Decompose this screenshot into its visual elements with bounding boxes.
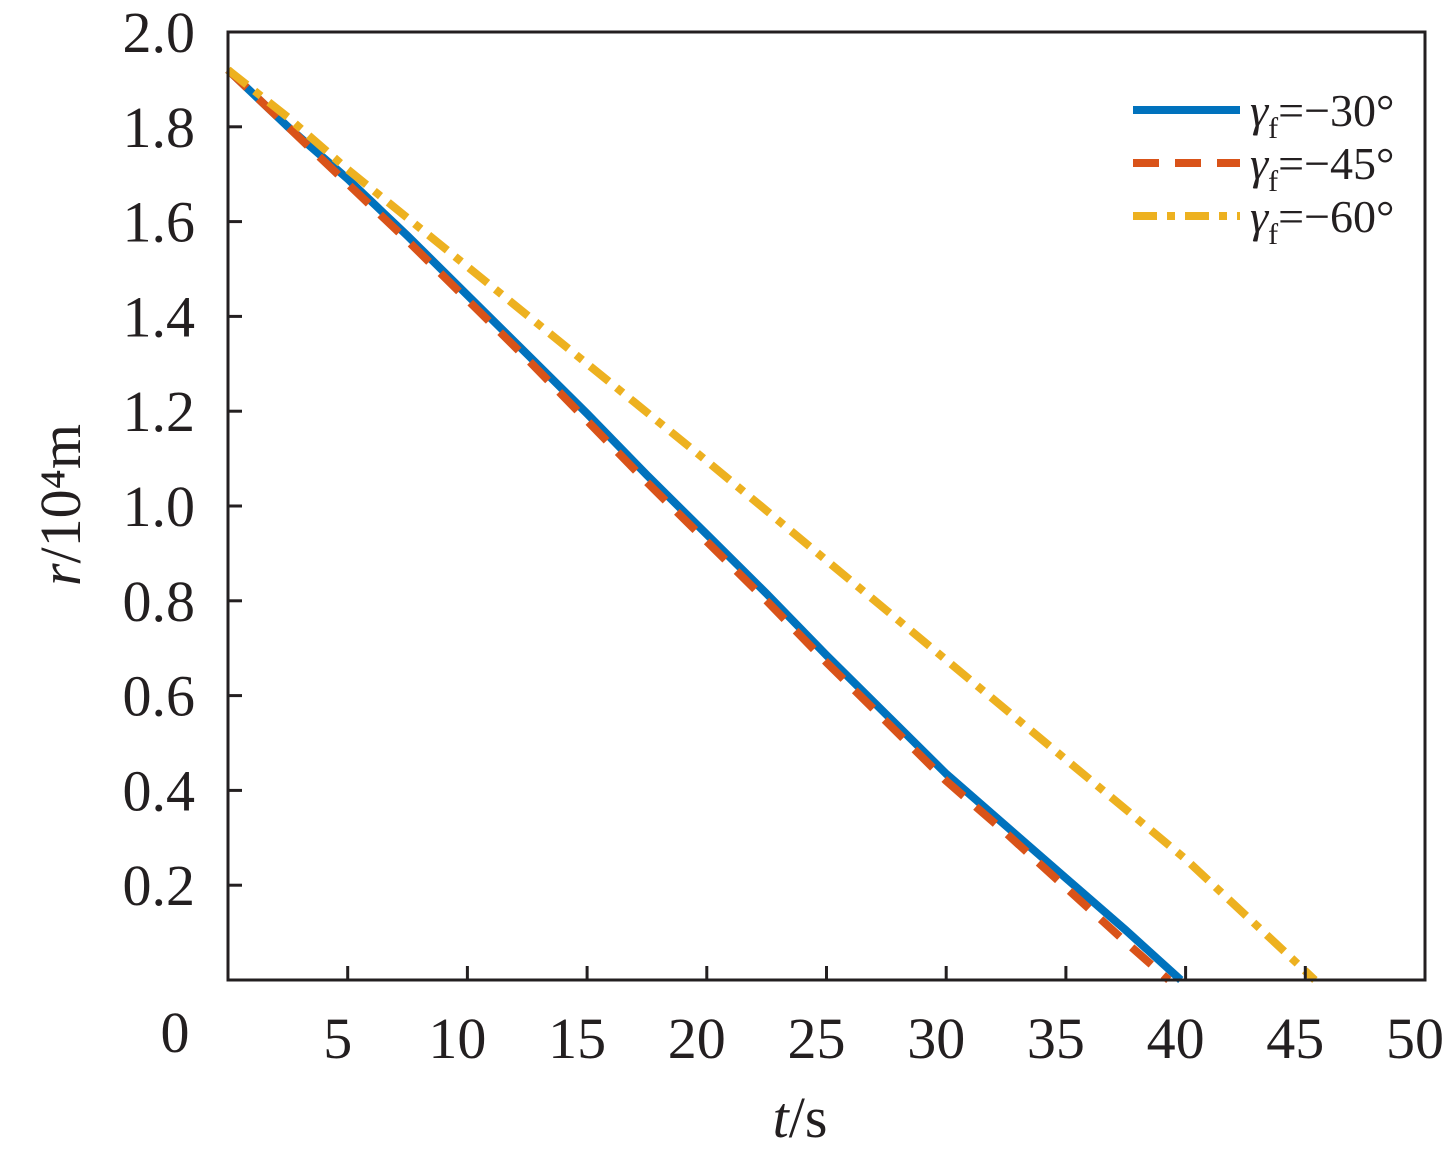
tick-labels: 5 10 15 20 25 30 35 40 45 50 0.2 0.4 0.6 0.8 1.0 1.2 1.4… [123, 0, 1445, 1071]
x-tick-label: 50 [1386, 1006, 1444, 1071]
legend-label: γf=−45° [1250, 138, 1394, 198]
origin-label: 0 [161, 1000, 190, 1065]
y-tick-label: 1.6 [123, 190, 196, 255]
y-tick-label: 1.4 [123, 284, 196, 349]
y-tick-label: 0.8 [123, 569, 196, 634]
series-line-1 [225, 66, 1184, 983]
plot-frame [226, 30, 1427, 982]
x-tick-label: 30 [907, 1006, 965, 1071]
x-tick-label: 15 [548, 1006, 606, 1071]
legend-entry: γf=−45° [1133, 138, 1394, 198]
x-tick-label: 10 [428, 1006, 486, 1071]
x-tick-label: 35 [1027, 1006, 1085, 1071]
legend-label: γf=−60° [1250, 191, 1394, 251]
axis-ticks [228, 125, 1307, 980]
x-tick-label: 45 [1266, 1006, 1324, 1071]
legend: γf=−30°γf=−45°γf=−60° [1133, 85, 1394, 251]
y-tick-label: 0.4 [123, 758, 196, 823]
y-axis-label: r/10⁴m [28, 424, 93, 586]
y-tick-label: 1.0 [123, 474, 196, 539]
legend-entry: γf=−60° [1133, 191, 1394, 251]
x-tick-label: 25 [788, 1006, 846, 1071]
series-layer [225, 66, 1318, 984]
x-axis-label: t/s [773, 1085, 828, 1150]
x-tick-label: 40 [1147, 1006, 1205, 1071]
series-line-2 [225, 66, 1172, 984]
x-tick-label: 5 [323, 1006, 352, 1071]
x-tick-label: 20 [668, 1006, 726, 1071]
y-tick-label: 0.6 [123, 664, 196, 729]
series-line-3 [225, 66, 1318, 983]
legend-entry: γf=−30° [1133, 85, 1394, 145]
legend-label: γf=−30° [1250, 85, 1394, 145]
y-tick-label: 2.0 [123, 0, 196, 65]
y-tick-label: 1.8 [123, 95, 196, 160]
y-tick-label: 0.2 [123, 853, 196, 918]
y-tick-label: 1.2 [123, 379, 196, 444]
